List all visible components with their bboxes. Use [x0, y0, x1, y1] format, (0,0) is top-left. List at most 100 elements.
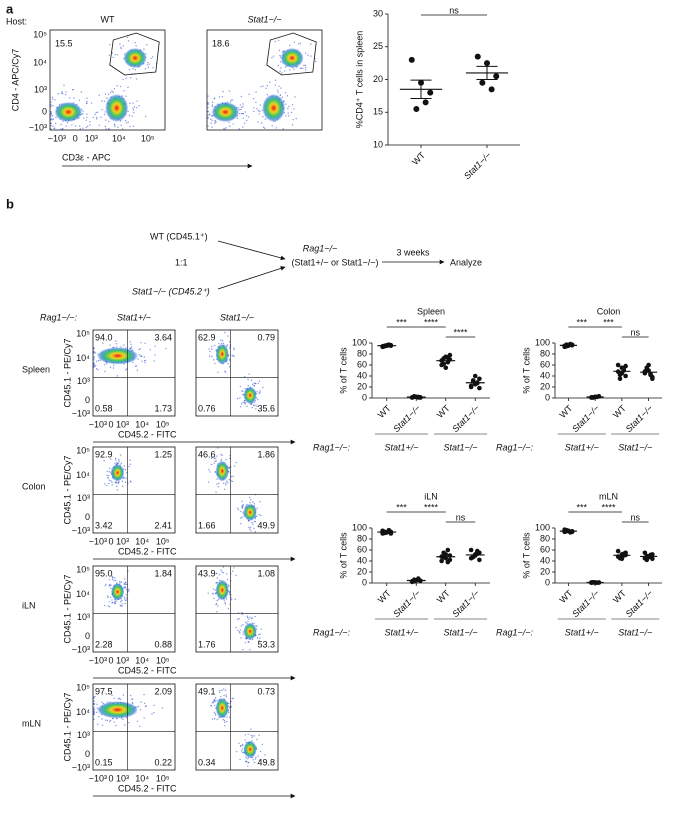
event-dot — [254, 517, 257, 520]
event-dot — [251, 383, 254, 385]
event-dot — [225, 696, 228, 698]
event-dot — [50, 124, 52, 127]
event-dot — [239, 397, 241, 399]
event-dot — [85, 126, 87, 129]
event-dot — [93, 700, 95, 702]
event-dot — [213, 97, 216, 99]
event-dot — [116, 482, 118, 484]
event-dot — [211, 126, 213, 128]
event-dot — [165, 347, 167, 350]
event-dot — [238, 617, 240, 620]
y-tick-label: 20 — [540, 381, 550, 391]
event-dot — [93, 359, 95, 361]
event-dot — [143, 702, 146, 705]
event-dot — [238, 631, 241, 633]
event-dot — [212, 702, 215, 704]
host-sub: (Stat1+/− or Stat1−/−) — [291, 257, 378, 267]
event-dot — [310, 43, 312, 45]
event-dot — [228, 478, 230, 481]
event-dot — [244, 111, 246, 113]
event-dot — [240, 95, 243, 98]
event-dot — [113, 697, 115, 700]
event-dot — [109, 44, 111, 46]
event-dot — [242, 505, 244, 508]
event-dot — [257, 398, 259, 401]
event-dot — [123, 582, 126, 585]
flow-y-tick: 10⁴ — [76, 470, 90, 480]
significance-label: *** — [396, 502, 407, 512]
event-dot — [50, 106, 52, 108]
event-dot — [275, 127, 278, 129]
event-dot — [230, 99, 232, 101]
event-dot — [289, 69, 291, 71]
ratio: 1:1 — [175, 257, 188, 267]
event-dot — [161, 707, 164, 709]
event-dot — [132, 109, 135, 111]
event-dot — [120, 581, 123, 583]
event-dot — [215, 460, 217, 462]
group-label: Stat1+/− — [565, 442, 599, 452]
event-dot — [233, 567, 235, 569]
event-dot — [240, 745, 242, 747]
event-dot — [103, 100, 106, 103]
event-dot — [210, 122, 212, 124]
y-axis-label: CD45.1 - PE/Cy7 — [62, 692, 72, 761]
flow-x-tick: 0 — [73, 133, 78, 143]
event-dot — [227, 481, 229, 484]
event-dot — [211, 119, 213, 122]
event-dot — [235, 461, 237, 464]
event-dot — [253, 761, 256, 764]
density-cloud — [111, 464, 125, 482]
event-dot — [95, 118, 98, 120]
event-dot — [216, 572, 218, 575]
quadrant-value: 1.76 — [198, 639, 216, 649]
event-dot — [86, 116, 88, 119]
event-dot — [90, 102, 93, 104]
event-dot — [93, 708, 95, 710]
density-cloud — [215, 579, 229, 601]
event-dot — [108, 471, 110, 473]
event-dot — [118, 460, 120, 462]
event-dot — [258, 392, 260, 395]
event-dot — [278, 49, 281, 52]
data-point — [468, 383, 474, 389]
event-dot — [216, 577, 219, 579]
event-dot — [251, 736, 253, 739]
data-point — [488, 86, 495, 93]
event-dot — [116, 461, 118, 464]
event-dot — [125, 369, 127, 371]
group-label: Stat1−/− — [618, 442, 652, 452]
event-dot — [86, 102, 88, 104]
event-dot — [103, 604, 106, 607]
event-dot — [144, 705, 147, 708]
x-axis-label: CD45.2 - FITC — [118, 546, 177, 556]
event-dot — [222, 90, 224, 93]
event-dot — [262, 85, 264, 87]
event-dot — [109, 583, 111, 586]
event-dot — [259, 110, 261, 112]
data-point — [416, 577, 421, 582]
event-dot — [114, 579, 117, 582]
event-dot — [126, 472, 128, 474]
end: Analyze — [450, 257, 482, 267]
event-dot — [216, 611, 218, 613]
y-axis-label: CD45.1 - PE/Cy7 — [62, 455, 72, 524]
event-dot — [297, 43, 300, 45]
event-dot — [223, 688, 225, 690]
event-dot — [211, 114, 213, 117]
event-dot — [280, 67, 282, 69]
event-dot — [109, 344, 111, 346]
event-dot — [240, 517, 242, 519]
event-dot — [134, 41, 136, 44]
y-tick-label: 60 — [357, 544, 367, 554]
data-point — [413, 105, 420, 112]
event-dot — [228, 584, 230, 586]
event-dot — [255, 91, 257, 93]
event-dot — [215, 457, 217, 459]
event-dot — [300, 67, 303, 69]
event-dot — [213, 597, 215, 599]
y-axis-label: % of T cells — [521, 347, 531, 394]
event-dot — [213, 344, 216, 347]
event-dot — [89, 121, 91, 123]
event-dot — [260, 514, 262, 517]
